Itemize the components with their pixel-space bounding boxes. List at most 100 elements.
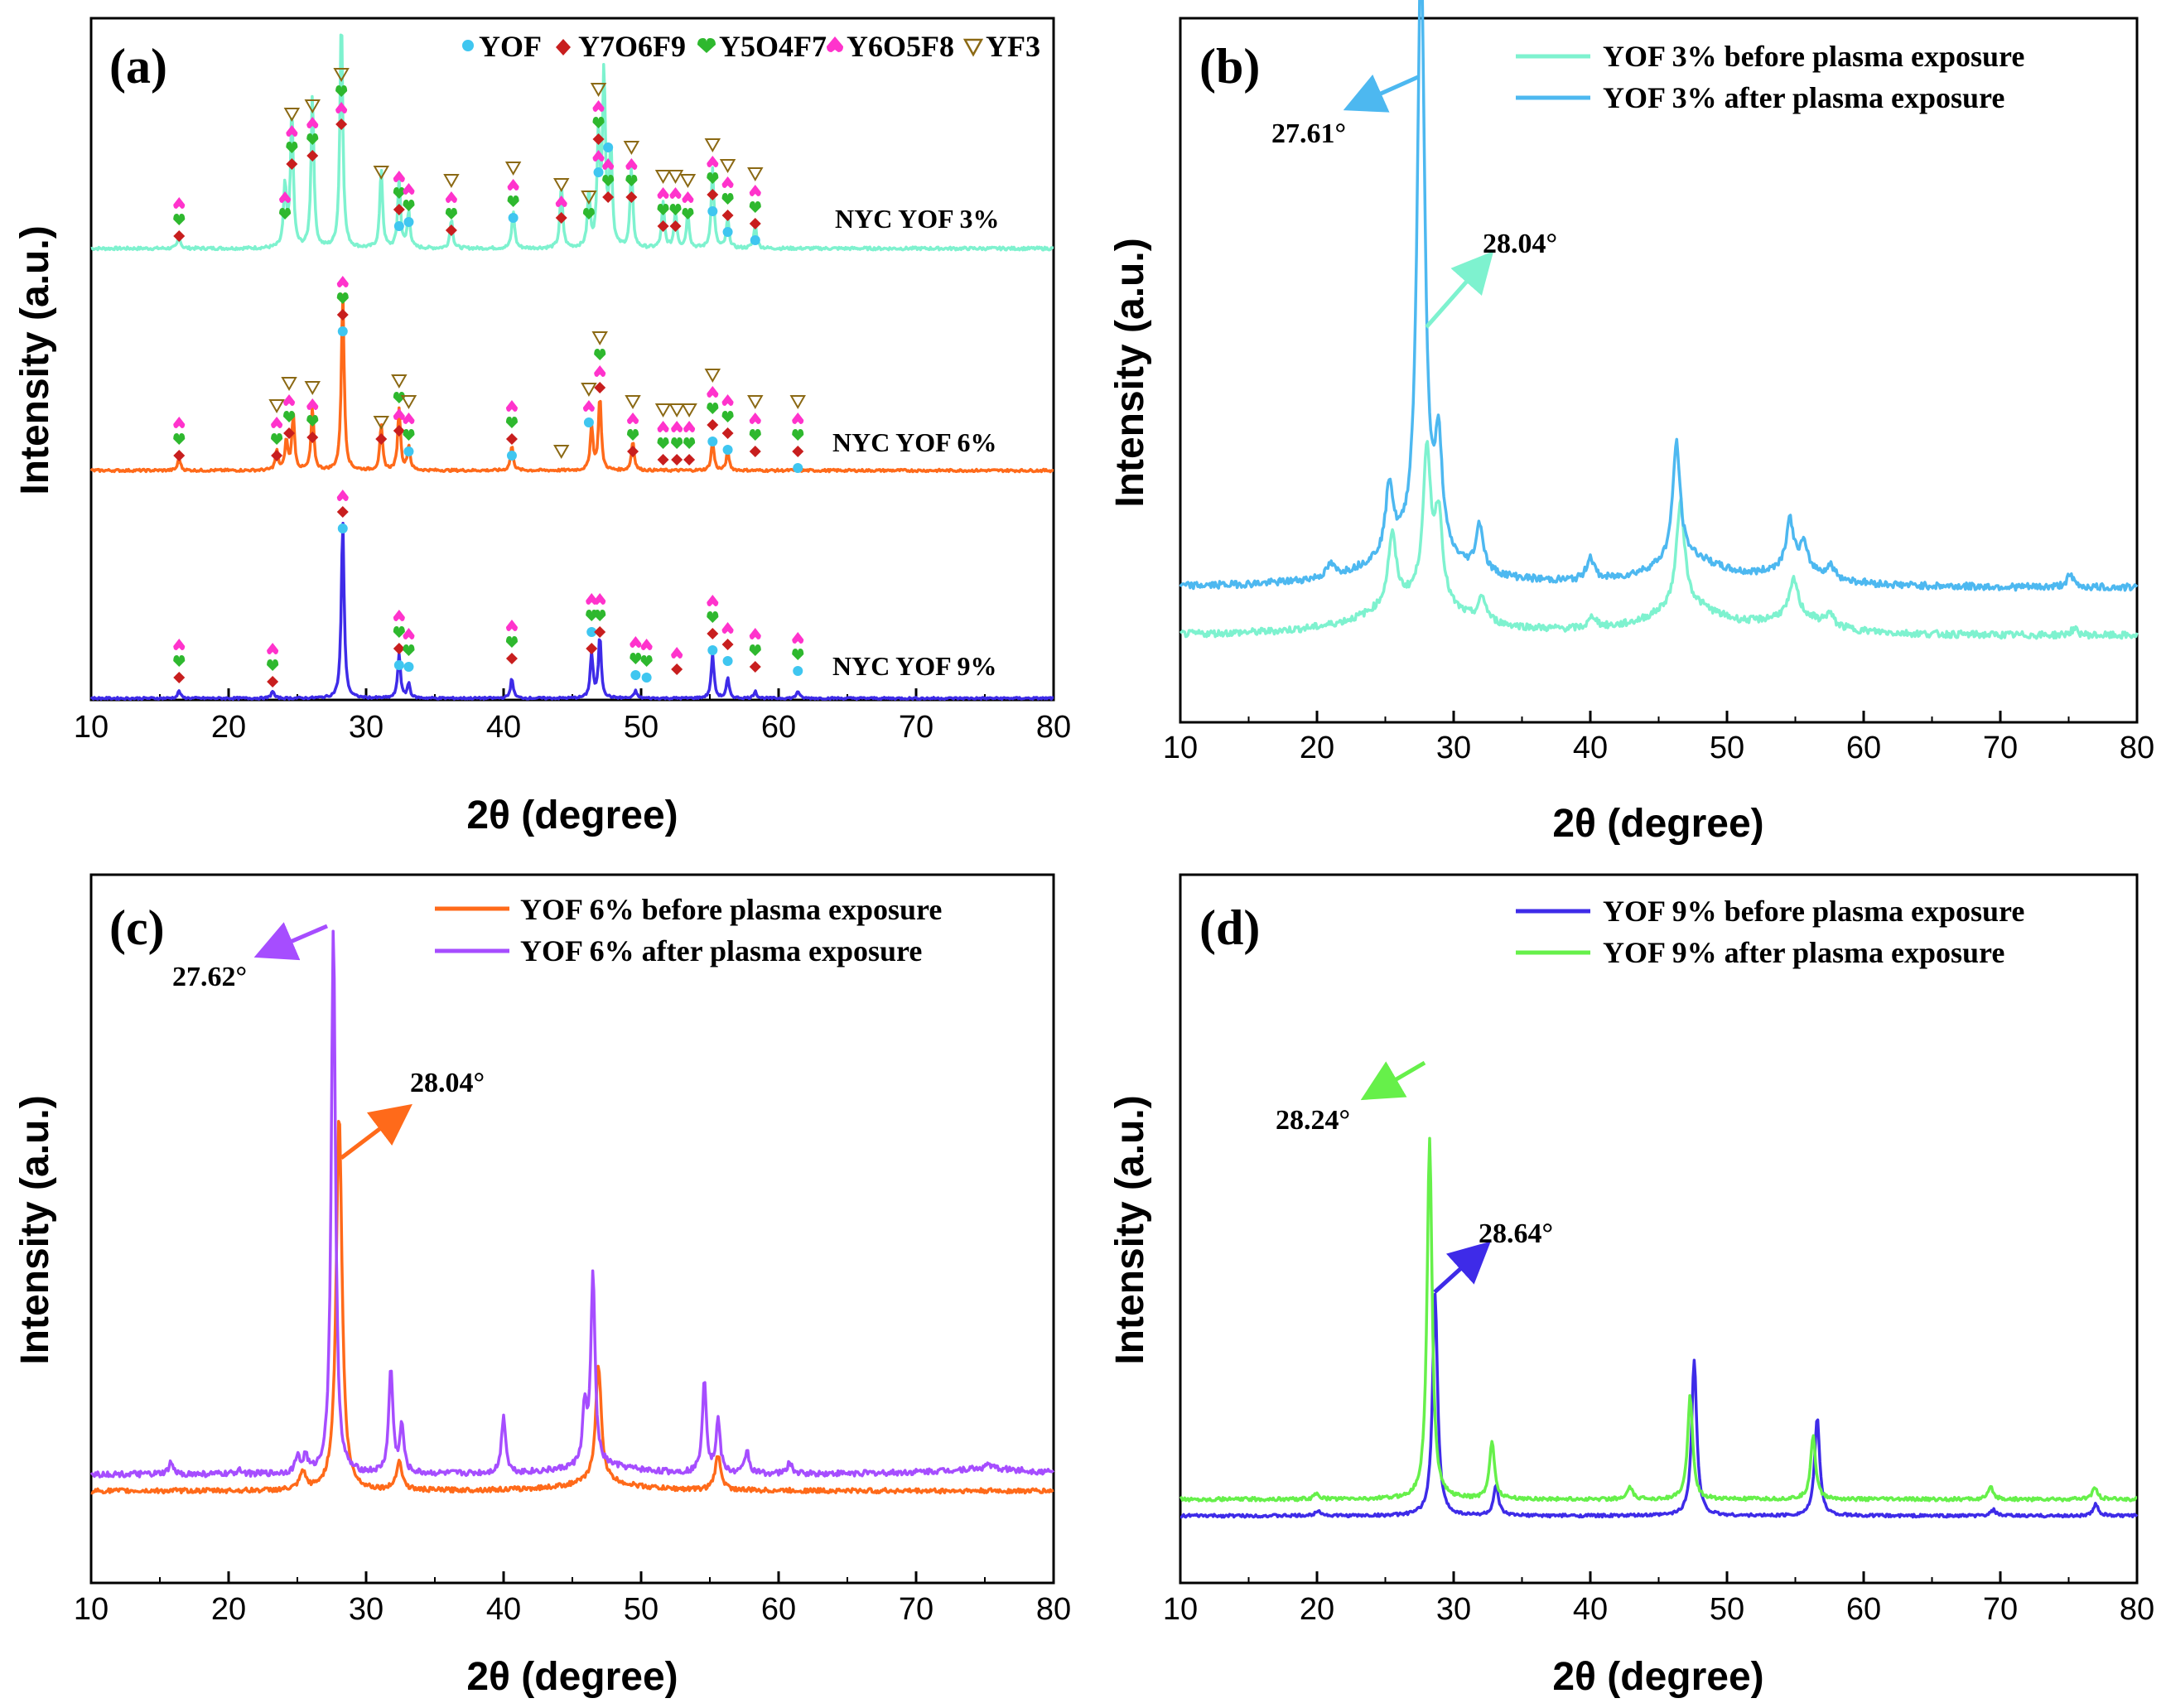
mk6-494-2 (627, 429, 639, 441)
curves (89, 0, 2139, 1519)
mk6-311-1 (375, 433, 388, 445)
mk3-246-1 (286, 125, 298, 137)
mk3-282-2 (335, 102, 348, 113)
phase-markers (173, 68, 806, 688)
mk6-324-3 (393, 425, 405, 437)
mk3-469-0 (590, 83, 607, 98)
mk3-552-1 (707, 156, 719, 167)
x-tick-label-b-20: 20 (1300, 731, 1334, 765)
legend-c-after-text: YOF 6% after plasma exposure (520, 934, 922, 967)
mk3-534-2 (682, 208, 694, 220)
mk9-331-0 (403, 628, 415, 639)
x-tick-label-a-60: 60 (761, 710, 796, 745)
series-d-before (1179, 1292, 2139, 1519)
mk9-504-0 (640, 639, 653, 650)
panel-c-legend: YOF 6% before plasma exposure YOF 6% aft… (435, 893, 942, 967)
legend-yf3-text: YF3 (986, 30, 1040, 63)
mk9-464-2 (586, 627, 597, 637)
mk6-470-3 (594, 382, 606, 393)
x-tick-label-a-10: 10 (74, 710, 109, 745)
b-anno-1: 27.61° (1271, 118, 1346, 149)
mk3-407-3 (508, 213, 519, 223)
mk3-534-0 (679, 174, 697, 189)
mk3-583-4 (750, 235, 760, 245)
x-tick-label-c-10: 10 (74, 1592, 109, 1627)
mk6-235-0 (268, 399, 285, 414)
mk9-526-1 (671, 663, 683, 675)
mk6-583-2 (749, 429, 761, 441)
b-arrow-2 (1425, 251, 1494, 329)
c-arrow-1 (253, 922, 328, 961)
x-tick-label-b-80: 80 (2120, 731, 2154, 765)
mk9-406-1 (505, 636, 518, 648)
legend-y6-text: Y6O5F8 (847, 30, 954, 63)
mk3-476-2 (602, 175, 615, 186)
c-arrow-2 (340, 1103, 412, 1160)
mk3-407-1 (507, 179, 519, 191)
sample-label-9: NYC YOF 9% (832, 651, 997, 681)
mk9-552-3 (707, 645, 718, 655)
mk6-311-0 (373, 416, 389, 431)
mk9-496-1 (630, 653, 642, 664)
mk6-563-3 (722, 445, 733, 455)
d-anno-1: 28.24° (1276, 1105, 1350, 1136)
mk9-164-1 (173, 655, 186, 667)
mk3-164-2 (173, 230, 186, 242)
mk3-282-0 (333, 68, 350, 83)
panel-c-xlabel: 2θ (degree) (466, 1655, 678, 1699)
mk9-583-1 (749, 644, 761, 656)
mk9-614-2 (793, 666, 803, 676)
mk3-469-5 (593, 167, 604, 177)
x-tick-label-a-80: 80 (1036, 710, 1071, 745)
mk3-331-2 (403, 217, 414, 227)
mk3-563-3 (721, 210, 734, 221)
mk3-534-1 (682, 191, 694, 203)
series-a-yof9 (89, 522, 1054, 701)
x-tick-label-b-60: 60 (1846, 731, 1881, 765)
mk6-406-3 (506, 451, 517, 461)
panel-d-label: (d) (1199, 900, 1260, 955)
x-tick-label-b-70: 70 (1983, 731, 2018, 765)
panel-a-label: (a) (109, 39, 167, 94)
mk3-362-1 (445, 191, 457, 203)
mk3-476-0 (603, 142, 614, 152)
mk3-282-1 (335, 85, 348, 97)
mk6-526-1 (671, 421, 683, 432)
mk6-462-2 (583, 417, 594, 427)
mk3-552-3 (707, 189, 719, 200)
legend-d-after-text: YOF 9% after plasma exposure (1603, 936, 2004, 969)
x-tick-label-c-30: 30 (349, 1592, 384, 1627)
panel-d-ylabel: Intensity (a.u.) (1108, 1095, 1152, 1364)
mk9-552-1 (707, 611, 719, 623)
mk6-535-1 (683, 421, 696, 432)
mk9-496-2 (630, 670, 641, 680)
mk6-244-1 (283, 394, 296, 406)
mk3-362-2 (445, 208, 457, 220)
mk9-563-2 (722, 656, 733, 666)
panel-c-label: (c) (109, 900, 165, 955)
mk9-232-2 (267, 676, 279, 688)
mk9-504-1 (640, 655, 653, 667)
mk9-406-0 (505, 620, 518, 631)
mk6-535-3 (683, 454, 696, 466)
mk3-516-0 (654, 170, 672, 185)
b-anno-2: 28.04° (1483, 229, 1557, 259)
mk6-235-1 (271, 417, 283, 428)
mk3-563-1 (721, 176, 734, 188)
mk6-563-2 (721, 427, 734, 439)
x-tick-label-d-10: 10 (1163, 1592, 1198, 1627)
mk6-283-0 (336, 276, 349, 287)
mk3-476-1 (602, 158, 615, 170)
mk3-476-3 (602, 191, 615, 203)
panel-d-frame (1179, 873, 2139, 1585)
x-tick-label-b-10: 10 (1163, 731, 1198, 765)
mk6-331-2 (403, 429, 415, 441)
mk6-494-0 (625, 395, 641, 410)
mk9-232-1 (267, 659, 279, 671)
legend-y7-text: Y7O6F9 (578, 30, 686, 63)
d-anno-2: 28.64° (1479, 1218, 1553, 1249)
mk3-442-0 (552, 178, 570, 193)
mk6-470-1 (594, 349, 606, 360)
panel-a-frame (89, 17, 1055, 702)
mk6-552-1 (707, 386, 719, 398)
